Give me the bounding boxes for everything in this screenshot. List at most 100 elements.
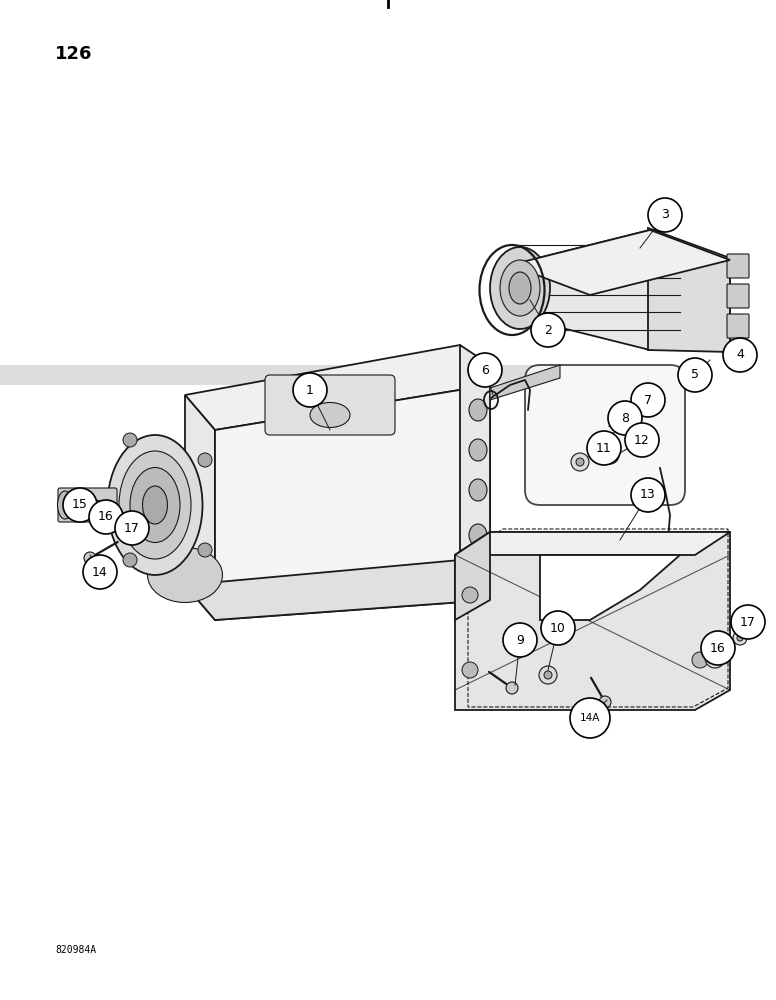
FancyBboxPatch shape <box>727 314 749 338</box>
Text: 17: 17 <box>124 522 140 534</box>
Circle shape <box>701 631 735 665</box>
Text: 8: 8 <box>621 412 629 424</box>
Polygon shape <box>510 230 730 295</box>
Circle shape <box>601 446 619 464</box>
Circle shape <box>137 525 143 531</box>
Circle shape <box>468 353 502 387</box>
Circle shape <box>531 313 565 347</box>
Ellipse shape <box>469 399 487 421</box>
Circle shape <box>83 555 117 589</box>
Text: 6: 6 <box>481 363 489 376</box>
Circle shape <box>91 506 99 514</box>
Text: 14: 14 <box>92 566 108 578</box>
Text: 12: 12 <box>634 434 650 446</box>
Circle shape <box>293 373 327 407</box>
Circle shape <box>678 358 712 392</box>
Circle shape <box>625 423 659 457</box>
Text: 1: 1 <box>306 383 314 396</box>
Ellipse shape <box>310 402 350 428</box>
Circle shape <box>85 500 105 520</box>
Circle shape <box>115 511 149 545</box>
Circle shape <box>570 698 610 738</box>
Circle shape <box>608 401 642 435</box>
Circle shape <box>123 433 137 447</box>
Circle shape <box>63 488 97 522</box>
Circle shape <box>731 605 765 639</box>
Ellipse shape <box>490 247 550 329</box>
Circle shape <box>571 453 589 471</box>
Circle shape <box>631 478 665 512</box>
Text: 17: 17 <box>740 615 756 629</box>
FancyBboxPatch shape <box>58 488 117 522</box>
Circle shape <box>606 451 614 459</box>
Circle shape <box>648 198 682 232</box>
Text: 126: 126 <box>55 45 92 63</box>
Circle shape <box>132 520 148 536</box>
Text: 4: 4 <box>736 349 744 361</box>
Ellipse shape <box>469 479 487 501</box>
Circle shape <box>723 338 757 372</box>
Circle shape <box>539 666 557 684</box>
Text: 14A: 14A <box>580 713 600 723</box>
Polygon shape <box>540 555 680 620</box>
Circle shape <box>705 648 725 668</box>
Polygon shape <box>455 532 490 620</box>
Circle shape <box>89 500 123 534</box>
Polygon shape <box>460 345 490 600</box>
Ellipse shape <box>147 548 223 602</box>
Text: 5: 5 <box>691 368 699 381</box>
Text: 7: 7 <box>644 393 652 406</box>
Polygon shape <box>648 228 730 352</box>
Polygon shape <box>455 532 730 555</box>
Circle shape <box>576 458 584 466</box>
Text: 10: 10 <box>550 621 566 635</box>
Polygon shape <box>185 345 490 430</box>
Text: 16: 16 <box>710 642 726 654</box>
Text: 13: 13 <box>640 488 656 502</box>
FancyBboxPatch shape <box>727 254 749 278</box>
Circle shape <box>587 431 621 465</box>
Circle shape <box>737 635 743 641</box>
Polygon shape <box>490 365 560 400</box>
Polygon shape <box>215 385 490 620</box>
Ellipse shape <box>130 468 180 542</box>
Polygon shape <box>185 560 490 620</box>
Polygon shape <box>185 395 215 620</box>
Ellipse shape <box>108 435 203 575</box>
FancyBboxPatch shape <box>265 375 395 435</box>
Circle shape <box>544 671 552 679</box>
Text: 820984A: 820984A <box>55 945 96 955</box>
Text: 16: 16 <box>98 510 114 524</box>
Text: 9: 9 <box>516 634 524 647</box>
Polygon shape <box>510 230 730 350</box>
Ellipse shape <box>509 272 531 304</box>
Circle shape <box>692 652 708 668</box>
Ellipse shape <box>57 491 72 519</box>
Text: 15: 15 <box>72 498 88 512</box>
Circle shape <box>462 587 478 603</box>
Polygon shape <box>455 532 730 710</box>
Ellipse shape <box>143 486 168 524</box>
Text: 11: 11 <box>596 442 611 454</box>
Circle shape <box>84 552 96 564</box>
Text: 3: 3 <box>661 209 669 222</box>
Circle shape <box>462 662 478 678</box>
Circle shape <box>503 623 537 657</box>
Circle shape <box>733 631 747 645</box>
FancyBboxPatch shape <box>525 365 685 505</box>
Circle shape <box>631 383 665 417</box>
Circle shape <box>599 696 611 708</box>
Circle shape <box>541 611 575 645</box>
Circle shape <box>112 517 118 523</box>
Circle shape <box>711 654 719 662</box>
Circle shape <box>506 682 518 694</box>
Circle shape <box>107 512 123 528</box>
Ellipse shape <box>469 524 487 546</box>
Ellipse shape <box>469 439 487 461</box>
Ellipse shape <box>500 260 540 316</box>
FancyBboxPatch shape <box>727 284 749 308</box>
Ellipse shape <box>119 451 191 559</box>
Text: 2: 2 <box>544 324 552 336</box>
Ellipse shape <box>469 559 487 581</box>
Circle shape <box>198 543 212 557</box>
